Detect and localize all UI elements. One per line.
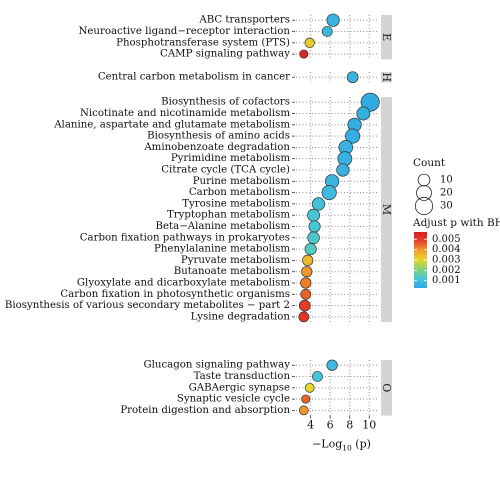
data-point bbox=[304, 243, 317, 256]
x-axis-title-main: −Log bbox=[312, 438, 342, 451]
facet-label: M bbox=[380, 204, 393, 215]
color-legend-label: 0.003 bbox=[432, 255, 461, 266]
data-points bbox=[298, 13, 380, 416]
facet-label: H bbox=[380, 72, 393, 82]
count-legend-label: 20 bbox=[440, 188, 453, 199]
data-point bbox=[337, 151, 353, 167]
term-label: CAMP signaling pathway bbox=[160, 49, 290, 60]
term-label: Central carbon metabolism in cancer bbox=[98, 72, 290, 83]
panel-layer: E H M O bbox=[380, 15, 393, 416]
data-point bbox=[321, 26, 333, 37]
term-label: Alanine, aspartate and glutamate metabol… bbox=[53, 119, 290, 130]
facet-strip bbox=[381, 360, 392, 416]
x-tick-label: 10 bbox=[362, 419, 376, 432]
x-tick-label: 6 bbox=[327, 419, 334, 432]
data-point bbox=[345, 128, 361, 144]
term-label: Neuroactive ligand−receptor interaction bbox=[78, 26, 290, 37]
data-point bbox=[298, 299, 311, 312]
term-label: Lysine degradation bbox=[191, 311, 291, 322]
term-label: Carbon fixation in photosynthetic organi… bbox=[60, 289, 290, 300]
data-point bbox=[360, 92, 380, 112]
data-point bbox=[300, 288, 312, 300]
term-label: Synaptic vesicle cycle bbox=[177, 394, 290, 405]
term-label: Phenylalanine metabolism bbox=[154, 244, 290, 255]
data-point bbox=[302, 254, 314, 267]
data-point bbox=[301, 266, 313, 278]
count-legend-key bbox=[417, 173, 431, 187]
color-legend-label: 0.002 bbox=[432, 265, 461, 276]
term-label: Citrate cycle (TCA cycle) bbox=[161, 164, 290, 176]
term-label: Biosynthesis of various secondary metabo… bbox=[5, 300, 290, 311]
data-point bbox=[326, 13, 340, 27]
data-point bbox=[304, 37, 315, 48]
term-label: Glucagon signaling pathway bbox=[144, 360, 291, 371]
term-label: Tyrosine metabolism bbox=[182, 198, 290, 209]
data-point bbox=[299, 49, 309, 59]
term-label: Taste transduction bbox=[194, 371, 291, 382]
data-point bbox=[312, 371, 323, 382]
data-point bbox=[308, 220, 321, 233]
color-legend-label: 0.004 bbox=[432, 244, 461, 255]
data-point bbox=[298, 311, 310, 323]
term-label: Pyruvate metabolism bbox=[181, 255, 290, 266]
term-label: Pyrimidine metabolism bbox=[171, 153, 291, 164]
term-label: Biosynthesis of cofactors bbox=[161, 97, 290, 108]
term-label: Tryptophan metabolism bbox=[167, 210, 290, 221]
x-axis: 4 6 8 10−Log10 (p) bbox=[307, 415, 376, 453]
term-label: ABC transporters bbox=[198, 15, 290, 26]
term-label: Phosphotransferase system (PTS) bbox=[116, 36, 290, 48]
color-legend-label: 0.001 bbox=[432, 275, 461, 286]
term-label: GABAergic synapse bbox=[189, 382, 290, 393]
term-label: Beta−Alanine metabolism bbox=[156, 221, 291, 232]
data-point bbox=[311, 197, 326, 211]
x-tick-label: 8 bbox=[346, 419, 353, 432]
facet-strip bbox=[381, 97, 392, 323]
count-legend-key bbox=[414, 196, 434, 216]
facet-strip bbox=[381, 15, 392, 60]
facet-label: E bbox=[380, 33, 393, 41]
term-label: Biosynthesis of amino acids bbox=[147, 131, 290, 142]
facet-label: O bbox=[380, 383, 393, 392]
x-axis-title-tail: (p) bbox=[352, 438, 371, 451]
count-legend-title: Count bbox=[413, 157, 446, 169]
term-label: Purine metabolism bbox=[193, 176, 291, 187]
color-legend-label: 0.005 bbox=[432, 234, 461, 245]
term-label: Protein digestion and absorption bbox=[120, 405, 290, 416]
term-label: Aminobenzoate degradation bbox=[143, 142, 290, 153]
data-point bbox=[336, 163, 350, 177]
data-point bbox=[321, 185, 337, 201]
count-legend-label: 30 bbox=[440, 201, 453, 212]
grid-layer bbox=[292, 15, 379, 416]
color-legend-title: Adjust p with BH bbox=[412, 217, 500, 229]
term-label: Carbon metabolism bbox=[189, 187, 290, 198]
x-axis-title: −Log10 (p) bbox=[312, 438, 371, 453]
term-label: Nicotinate and nicotinamide metabolism bbox=[80, 108, 290, 119]
color-legend-bar bbox=[414, 232, 427, 288]
data-point bbox=[326, 359, 338, 371]
data-point bbox=[346, 71, 359, 84]
x-tick-label: 4 bbox=[307, 419, 314, 432]
x-axis-title-subscript: 10 bbox=[342, 444, 352, 453]
term-label: Carbon fixation pathways in prokaryotes bbox=[80, 232, 290, 243]
data-point bbox=[307, 231, 320, 245]
count-legend-key bbox=[416, 185, 432, 201]
data-point bbox=[356, 106, 371, 121]
term-label: Glyoxylate and dicarboxylate metabolism bbox=[77, 278, 290, 289]
term-label: Butanoate metabolism bbox=[174, 266, 291, 277]
data-point bbox=[304, 382, 315, 393]
facet-strip bbox=[381, 72, 392, 83]
data-point bbox=[300, 277, 312, 289]
count-legend-label: 10 bbox=[440, 175, 453, 186]
data-point bbox=[298, 405, 309, 416]
data-point bbox=[301, 394, 311, 404]
data-point bbox=[307, 208, 321, 222]
